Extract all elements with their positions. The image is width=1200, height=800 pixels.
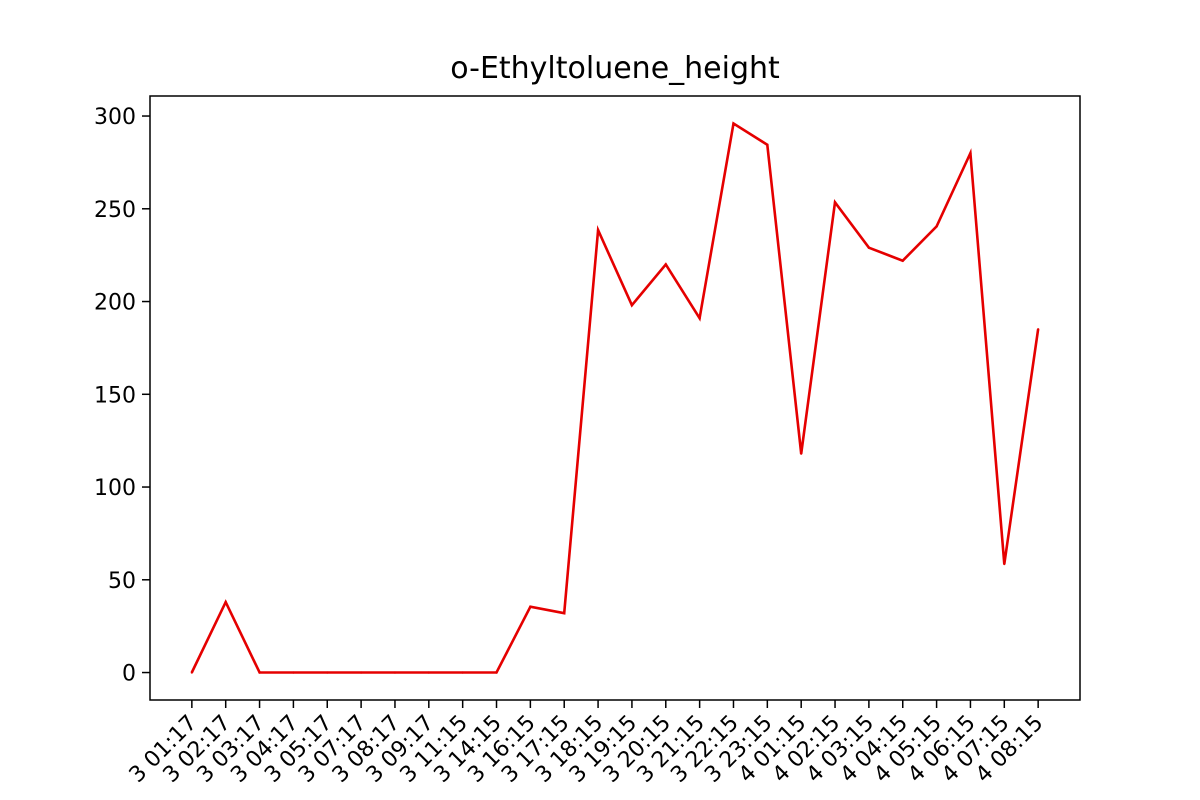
data-point	[935, 225, 938, 228]
data-point	[427, 671, 431, 674]
data-point	[833, 201, 837, 204]
plot-frame	[149, 95, 1081, 701]
data-point	[867, 246, 871, 249]
y-tick-label: 100	[94, 476, 136, 501]
y-axis: 0 50 100 150 200 250 300	[94, 105, 150, 687]
data-point	[766, 143, 769, 146]
data-point	[495, 671, 498, 674]
data-point	[1036, 328, 1040, 331]
data-point	[393, 671, 397, 674]
data-point	[732, 122, 735, 125]
data-point	[969, 151, 972, 155]
x-axis: 3 01:173 02:173 03:173 04:173 05:173 07:…	[125, 700, 1048, 788]
data-point	[190, 671, 194, 674]
data-point	[359, 671, 363, 674]
data-point	[1003, 562, 1006, 566]
y-tick-label: 250	[94, 198, 136, 223]
series-line	[190, 121, 1040, 674]
data-point	[292, 671, 295, 674]
y-tick-label: 300	[94, 105, 136, 130]
data-point	[901, 259, 904, 262]
data-point	[224, 600, 227, 604]
chart-title: o-Ethyltoluene_height	[450, 51, 780, 86]
data-point	[630, 304, 634, 307]
y-tick-label: 50	[108, 569, 136, 594]
y-tick-label: 150	[94, 383, 136, 408]
data-point	[596, 228, 600, 232]
data-point	[529, 605, 532, 608]
data-point	[799, 452, 803, 455]
data-point	[326, 671, 329, 674]
data-point	[461, 671, 464, 674]
data-point	[664, 263, 667, 266]
data-point	[563, 611, 566, 615]
y-tick-label: 200	[94, 291, 136, 316]
data-point	[258, 671, 261, 674]
plot-series	[190, 121, 1040, 674]
data-point	[698, 317, 701, 320]
y-tick-label: 0	[122, 662, 136, 687]
